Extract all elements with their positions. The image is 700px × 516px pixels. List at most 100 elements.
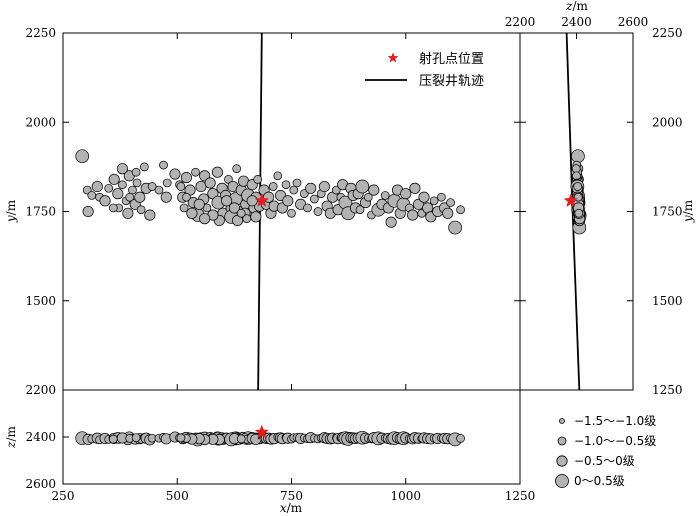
map-event-point bbox=[287, 208, 296, 218]
depth-ticks: 250 500 750 1000 1250 2400 2600 bbox=[25, 430, 535, 503]
side-y-tick-label: 1250 bbox=[652, 383, 683, 397]
magnitude-legend-label-3: 0～0.5级 bbox=[574, 474, 625, 488]
map-event-point bbox=[253, 175, 263, 184]
map-event-point bbox=[159, 160, 168, 170]
map-event-point bbox=[162, 178, 172, 188]
map-y-tick-label: 2000 bbox=[25, 115, 56, 129]
map-event-point bbox=[318, 180, 330, 193]
side-x-tick-label: 2200 bbox=[505, 15, 536, 29]
perforation-star bbox=[563, 193, 579, 208]
map-event-point bbox=[418, 191, 430, 203]
map-event-point bbox=[407, 209, 419, 221]
map-event-point bbox=[437, 192, 446, 202]
map-y-tick-label: 1750 bbox=[25, 205, 56, 219]
depth-x-axis-title: x/m bbox=[280, 501, 303, 515]
depth-y-tick-label: 2400 bbox=[25, 430, 56, 444]
side-y-tick-label: 2000 bbox=[652, 115, 683, 129]
side-events bbox=[570, 149, 587, 235]
depth-events bbox=[75, 430, 465, 447]
map-event-point bbox=[139, 162, 149, 172]
map-event-point bbox=[211, 166, 224, 178]
side-panel: 1250 1500 1750 2000 2250 2200 2400 2600 z/m y/m bbox=[505, 0, 695, 397]
depth-x-tick-label: 1000 bbox=[390, 489, 421, 503]
map-panel: 1500 1750 2000 2250 2200 y/m bbox=[4, 26, 521, 397]
depth-x-tick-label: 500 bbox=[166, 489, 189, 503]
side-perforation-marker bbox=[563, 193, 579, 208]
map-event-point bbox=[292, 178, 302, 188]
map-event-point bbox=[182, 192, 191, 202]
depth-event-point bbox=[108, 434, 118, 444]
map-event-point bbox=[104, 183, 114, 193]
magnitude-legend-symbol-3 bbox=[555, 474, 569, 488]
map-event-point bbox=[368, 184, 380, 196]
map-event-point bbox=[221, 195, 233, 207]
depth-y-axis-title: z/m bbox=[4, 426, 18, 449]
side-x-tick-label: 2400 bbox=[561, 15, 592, 29]
map-event-point bbox=[442, 207, 454, 219]
map-event-point bbox=[313, 207, 323, 216]
map-ticks: 1500 1750 2000 2250 2200 bbox=[25, 26, 520, 397]
map-y-axis-title: y/m bbox=[4, 199, 18, 223]
side-event-point bbox=[571, 149, 585, 164]
side-event-point bbox=[574, 208, 584, 218]
map-event-point bbox=[228, 202, 240, 214]
map-event-point bbox=[385, 216, 397, 228]
map-event-point bbox=[281, 180, 291, 190]
depth-x-tick-label: 1250 bbox=[505, 489, 536, 503]
map-event-point bbox=[193, 198, 205, 210]
map-event-point bbox=[250, 211, 262, 223]
map-perforation-marker bbox=[254, 193, 270, 208]
map-y-tick-label: 1500 bbox=[25, 294, 56, 308]
side-ticks: 1250 1500 1750 2000 2250 2200 2400 2600 bbox=[505, 15, 683, 397]
side-y-tick-label: 2250 bbox=[652, 26, 683, 40]
map-event-point bbox=[199, 213, 211, 225]
map-event-point bbox=[268, 182, 278, 191]
depth-event-point bbox=[236, 434, 246, 444]
magnitude-legend-symbol-1 bbox=[557, 436, 567, 446]
map-event-point bbox=[232, 164, 242, 174]
map-event-point bbox=[75, 149, 90, 164]
magnitude-legend-symbol-2 bbox=[556, 455, 568, 467]
map-event-point bbox=[191, 167, 200, 177]
map-event-point bbox=[303, 203, 312, 213]
map-events bbox=[75, 149, 465, 235]
map-event-point bbox=[136, 205, 146, 215]
magnitude-legend: −1.5～−1.0级 −1.0～−0.5级 −0.5～0级 0～0.5级 bbox=[555, 414, 656, 488]
map-event-point bbox=[91, 180, 103, 193]
map-event-point bbox=[289, 185, 299, 195]
map-event-point bbox=[122, 207, 134, 219]
map-event-point bbox=[169, 168, 181, 180]
map-event-point bbox=[310, 194, 319, 204]
map-event-point bbox=[176, 182, 186, 191]
map-event-point bbox=[132, 178, 142, 188]
map-event-point bbox=[246, 195, 258, 207]
map-event-point bbox=[273, 171, 283, 181]
map-event-point bbox=[147, 182, 157, 191]
map-event-point bbox=[144, 209, 156, 221]
side-x-axis-title: z/m bbox=[565, 0, 588, 13]
map-event-point bbox=[108, 173, 120, 185]
map-event-point bbox=[355, 179, 370, 194]
map-event-point bbox=[400, 188, 412, 200]
side-y-tick-label: 1750 bbox=[652, 205, 683, 219]
map-event-point bbox=[125, 192, 135, 202]
magnitude-legend-symbol-0 bbox=[559, 418, 565, 424]
map-event-point bbox=[448, 220, 462, 235]
map-event-point bbox=[99, 195, 111, 207]
side-event-point bbox=[572, 171, 581, 181]
legend-perforation-symbol bbox=[387, 52, 399, 63]
magnitude-legend-label-0: −1.5～−1.0级 bbox=[574, 414, 656, 428]
legend: 射孔点位置 压裂井轨迹 bbox=[365, 51, 484, 89]
magnitude-legend-label-2: −0.5～0级 bbox=[574, 454, 635, 468]
map-event-point bbox=[236, 208, 246, 218]
map-event-point bbox=[456, 205, 465, 215]
map-event-point bbox=[154, 185, 164, 195]
map-event-point bbox=[131, 167, 141, 177]
map-event-point bbox=[363, 192, 373, 202]
side-y-axis-title: y/m bbox=[681, 199, 695, 223]
depth-y-tick-label: 2600 bbox=[25, 477, 56, 491]
depth-event-point bbox=[456, 434, 465, 443]
map-event-point bbox=[118, 180, 127, 190]
map-event-point bbox=[305, 182, 317, 194]
